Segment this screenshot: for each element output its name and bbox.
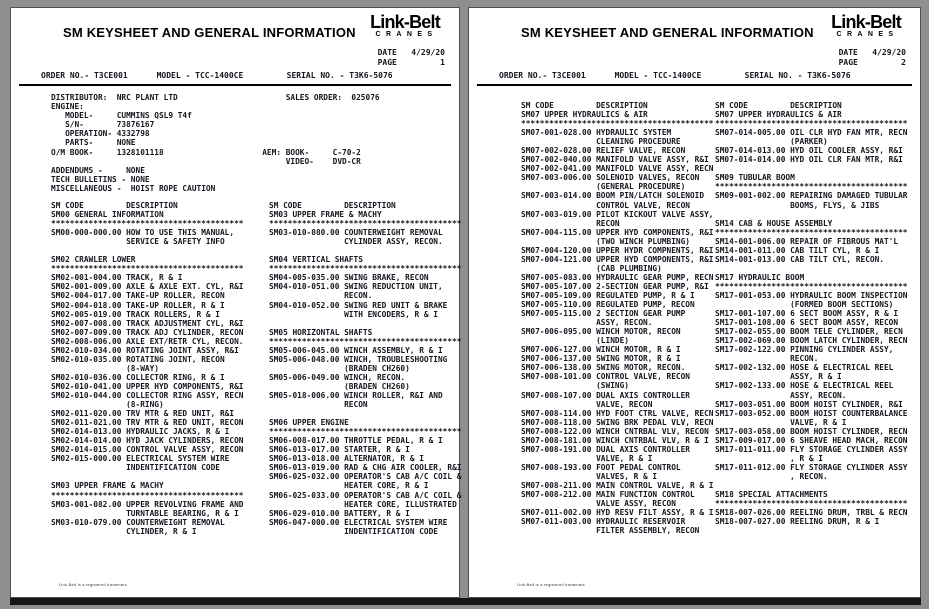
linkbelt-logo-cranes-text: CRANES — [836, 31, 899, 38]
linkbelt-logo-wordmark: Link-Belt — [370, 12, 441, 32]
date-page-block: DATE 4/29/20 PAGE 2 — [838, 48, 906, 67]
page-title: SM KEYSHEET AND GENERAL INFORMATION — [521, 25, 814, 40]
page-title: SM KEYSHEET AND GENERAL INFORMATION — [63, 25, 356, 40]
header-divider — [19, 84, 451, 86]
bottom-edge-bar — [10, 598, 921, 605]
order-model-serial-line: ORDER NO.- T3CE001 MODEL - TCC-1400CE SE… — [499, 71, 851, 80]
sm-code-listing-column-2: SM CODE DESCRIPTION SM07 UPPER HYDRAULIC… — [715, 101, 908, 527]
document-page-1: SM KEYSHEET AND GENERAL INFORMATION Link… — [10, 7, 462, 598]
sm-code-listing-column-1: SM CODE DESCRIPTION SM07 UPPER HYDRAULIC… — [521, 101, 714, 536]
page-footnote: Link-Belt is a registered trademark — [517, 582, 585, 587]
linkbelt-logo-cranes-text: CRANES — [375, 31, 438, 38]
distributor-info-block: DISTRIBUTOR: NRC PLANT LTD SALES ORDER: … — [51, 93, 380, 193]
linkbelt-logo: Link-Belt CRANES — [362, 13, 448, 39]
sm-code-listing-column-2: SM CODE DESCRIPTION SM03 UPPER FRAME & M… — [269, 201, 462, 536]
header-divider — [477, 84, 912, 86]
order-model-serial-line: ORDER NO.- T3CE001 MODEL - TCC-1400CE SE… — [41, 71, 393, 80]
page-footnote: Link-Belt is a registered trademark — [59, 582, 127, 587]
linkbelt-logo-wordmark: Link-Belt — [831, 12, 902, 32]
linkbelt-logo: Link-Belt CRANES — [823, 13, 909, 39]
document-page-2: SM KEYSHEET AND GENERAL INFORMATION Link… — [468, 7, 921, 598]
date-page-block: DATE 4/29/20 PAGE 1 — [377, 48, 445, 67]
sm-code-listing-column-1: SM CODE DESCRIPTION SM00 GENERAL INFORMA… — [51, 201, 244, 536]
